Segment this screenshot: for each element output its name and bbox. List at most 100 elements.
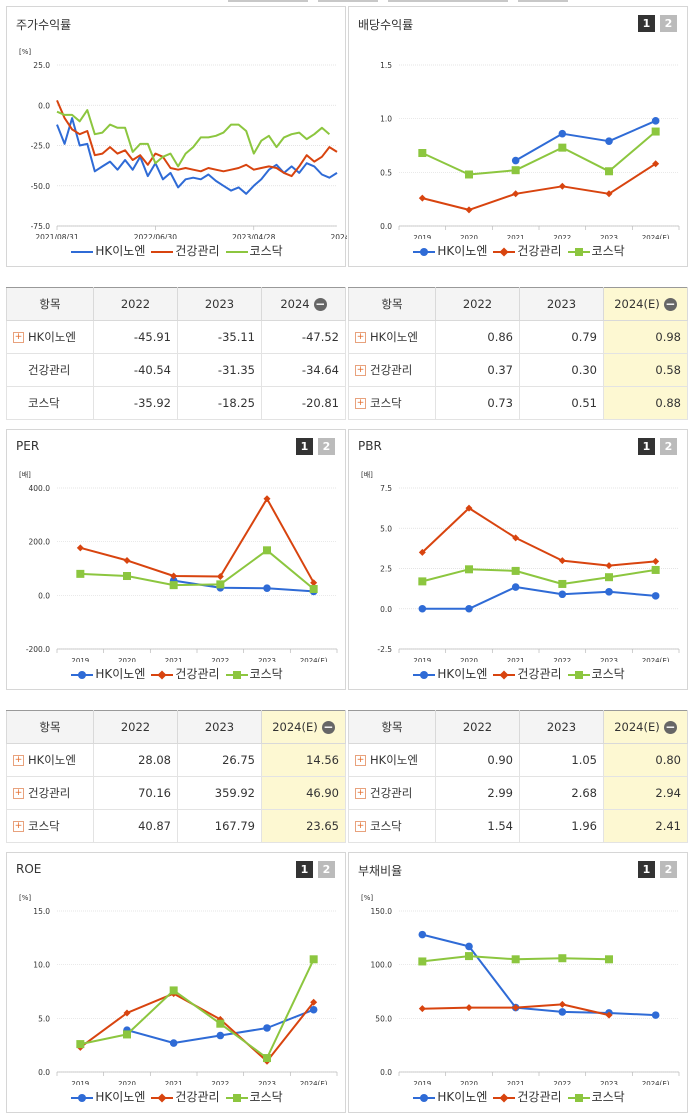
table-row: + 코스닥 0.73 0.51 0.88 — [348, 386, 688, 420]
view-1-button[interactable]: 1 — [296, 861, 313, 878]
value-cell: -34.64 — [261, 353, 346, 387]
expand-icon[interactable]: + — [355, 821, 366, 832]
x-tick-label: 2020 — [460, 657, 478, 662]
data-point — [605, 1011, 613, 1019]
panel-title: 배당수익률 — [358, 18, 414, 32]
expand-icon[interactable]: + — [355, 332, 366, 343]
header-label: 2022 — [462, 297, 493, 311]
value-cell: 1.96 — [519, 809, 604, 843]
legend-item[interactable]: 코스닥 — [225, 665, 283, 682]
y-tick-label: 0.0 — [380, 605, 392, 614]
y-tick-label: 0.0 — [38, 1068, 50, 1077]
view-1-button[interactable]: 1 — [638, 861, 655, 878]
legend-item[interactable]: 건강관리 — [493, 665, 562, 682]
data-point — [651, 565, 660, 574]
value-cell: 23.65 — [261, 809, 346, 843]
value-cell: 0.51 — [519, 386, 604, 420]
legend-item[interactable]: HK이노엔 — [71, 665, 145, 682]
data-point — [605, 955, 613, 964]
legend-item[interactable]: HK이노엔 — [71, 242, 145, 259]
expand-icon[interactable]: + — [13, 788, 24, 799]
data-point — [512, 1004, 520, 1012]
view-1-button[interactable]: 1 — [638, 438, 655, 455]
data-point — [511, 156, 520, 165]
data-point — [558, 1000, 566, 1008]
dividend-yield-chart: 1.5 1.0 0.5 0.0 2019 2020 2021 2022 2023 2024(E) — [380, 61, 680, 239]
collapse-icon[interactable]: − — [663, 297, 677, 311]
legend-item[interactable]: 코스닥 — [567, 1088, 625, 1105]
y-tick-label: -25.0 — [31, 142, 51, 151]
value-cell: 0.90 — [435, 743, 520, 777]
series-line-건강관리 — [422, 162, 657, 211]
data-point — [76, 569, 85, 578]
legend-item[interactable]: 건강관리 — [151, 242, 220, 259]
data-point — [263, 584, 271, 592]
y-tick-label: 1.0 — [380, 115, 392, 124]
view-1-button[interactable]: 1 — [638, 15, 655, 32]
header-year: 2024(E) − — [261, 710, 346, 744]
legend-item[interactable]: 건강관리 — [151, 1088, 220, 1105]
expand-icon[interactable]: + — [355, 398, 366, 409]
legend-label: 건강관리 — [517, 1090, 562, 1104]
legend-item[interactable]: 건강관리 — [493, 242, 562, 259]
y-tick-label: 0.0 — [38, 591, 50, 600]
expand-icon[interactable]: + — [13, 755, 24, 766]
expand-icon[interactable]: + — [13, 821, 24, 832]
collapse-icon[interactable]: − — [663, 720, 677, 734]
expand-icon[interactable]: + — [355, 755, 366, 766]
collapse-icon[interactable]: − — [321, 720, 335, 734]
table-row: + HK이노엔 28.08 26.75 14.56 — [6, 743, 346, 777]
legend-item[interactable]: 건강관리 — [151, 665, 220, 682]
legend-item[interactable]: HK이노엔 — [71, 1088, 145, 1105]
legend-label: 건강관리 — [175, 244, 220, 258]
y-tick-label: 0.0 — [380, 222, 392, 231]
value-cell: 2.41 — [603, 809, 688, 843]
row-label: 건강관리 — [370, 363, 413, 377]
legend-marker — [151, 1092, 174, 1103]
x-tick-label: 2023 — [600, 1080, 618, 1085]
legend-label: 건강관리 — [517, 667, 562, 681]
x-tick-label: 2023 — [258, 657, 276, 662]
x-tick-label: 2020 — [118, 1080, 136, 1085]
legend-marker — [567, 670, 590, 680]
panel-title: PBR — [358, 439, 382, 453]
y-tick-label: 7.5 — [380, 484, 392, 493]
chart-legend: HK이노엔 건강관리 코스닥 — [349, 665, 689, 682]
y-tick-label: 100.0 — [371, 961, 393, 970]
header-label: 2023 — [546, 297, 577, 311]
value-cell: 167.79 — [177, 809, 262, 843]
legend-item[interactable]: 건강관리 — [493, 1088, 562, 1105]
data-point — [216, 1031, 225, 1040]
expand-icon[interactable]: + — [355, 788, 366, 799]
legend-item[interactable]: HK이노엔 — [413, 242, 487, 259]
x-tick-label: 2020 — [460, 1080, 478, 1085]
legend-marker — [413, 1093, 436, 1103]
series-line-건강관리 — [80, 497, 315, 584]
expand-icon[interactable]: + — [13, 332, 24, 343]
stock-return-chart: [%]25.0 0.0 -25.0 -50.0 -75.0 2021/08/31 2022/… — [19, 48, 347, 239]
panel-title: ROE — [16, 862, 42, 876]
value-cell: 359.92 — [177, 776, 262, 810]
legend-item[interactable]: 코스닥 — [567, 665, 625, 682]
legend-item[interactable]: 코스닥 — [567, 242, 625, 259]
collapse-icon[interactable]: − — [313, 297, 327, 311]
legend-item[interactable]: HK이노엔 — [413, 665, 487, 682]
view-2-button[interactable]: 2 — [660, 15, 677, 32]
view-1-button[interactable]: 1 — [296, 438, 313, 455]
row-label: HK이노엔 — [370, 753, 418, 767]
legend-item[interactable]: HK이노엔 — [413, 1088, 487, 1105]
expand-icon[interactable]: + — [355, 365, 366, 376]
data-point — [263, 546, 271, 555]
legend-item[interactable]: 코스닥 — [225, 1088, 283, 1105]
data-point — [418, 577, 427, 586]
view-2-button[interactable]: 2 — [660, 861, 677, 878]
view-2-button[interactable]: 2 — [660, 438, 677, 455]
view-2-button[interactable]: 2 — [318, 861, 335, 878]
data-point — [309, 955, 318, 964]
x-tick-label: 2019 — [413, 234, 431, 239]
legend-marker — [151, 247, 174, 257]
view-2-button[interactable]: 2 — [318, 438, 335, 455]
legend-item[interactable]: 코스닥 — [225, 242, 283, 259]
data-point — [123, 572, 131, 581]
legend-label: HK이노엔 — [95, 244, 146, 258]
